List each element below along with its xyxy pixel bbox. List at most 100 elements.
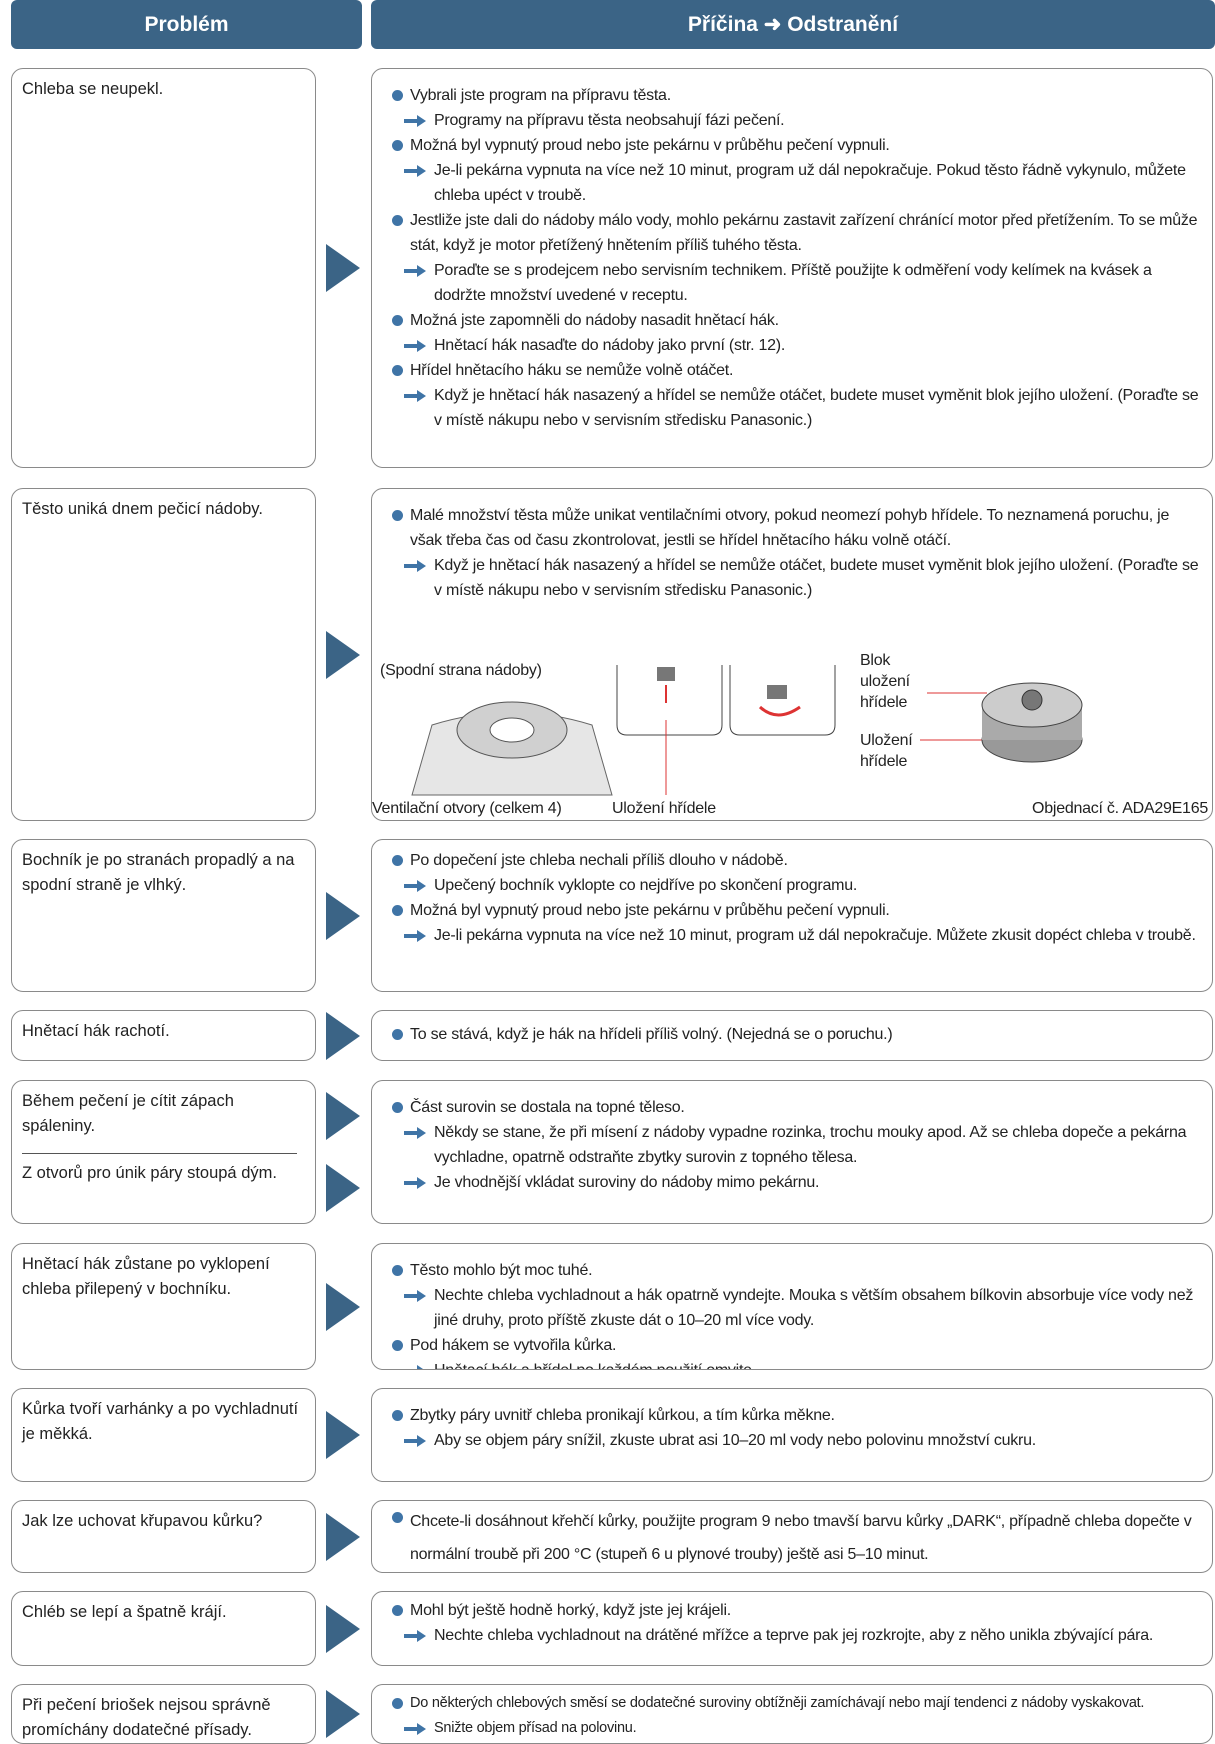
cause-box: Mohl být ještě hodně horký, když jste je… xyxy=(371,1591,1213,1666)
remedy-text: Hnětací hák nasaďte do nádoby jako první… xyxy=(434,337,786,354)
cause-box: Malé množství těsta může unikat ventilač… xyxy=(371,488,1213,821)
remedy-text: Někdy se stane, že při mísení z nádoby v… xyxy=(434,1124,1187,1166)
cause-item: Malé množství těsta může unikat ventilač… xyxy=(392,503,1200,553)
remedy-arrow xyxy=(404,1290,426,1302)
remedy-arrow xyxy=(404,1435,426,1447)
remedy-text: Hnětací hák a hřídel po každém použití o… xyxy=(434,1362,756,1369)
cause-box: Část surovin se dostala na topné těleso.… xyxy=(371,1080,1213,1224)
remedy-text: Je-li pekárna vypnuta na více než 10 min… xyxy=(434,162,1186,204)
cause-box: Do některých chlebových směsí se dodateč… xyxy=(371,1684,1213,1744)
problem-text: Těsto uniká dnem pečicí nádoby. xyxy=(22,500,263,518)
cause-item: To se stává, když je hák na hřídeli příl… xyxy=(392,1022,1200,1047)
problem-text: Jak lze uchovat křupavou kůrku? xyxy=(22,1512,263,1530)
bearing-label: Uložení hřídele xyxy=(860,732,913,770)
problem-box: Hnětací hák zůstane po vyklopení chleba … xyxy=(11,1243,316,1370)
vents-label: Ventilační otvory (celkem 4) xyxy=(372,800,562,817)
problem-text: Z otvorů pro únik páry stoupá dým. xyxy=(22,1164,277,1182)
cause-box: To se stává, když je hák na hřídeli příl… xyxy=(371,1010,1213,1061)
remedy-item: Když je hnětací hák nasazený a hřídel se… xyxy=(392,383,1200,433)
problem-box: Jak lze uchovat křupavou kůrku? xyxy=(11,1500,316,1573)
remedy-item: Je vhodnější vkládat suroviny do nádoby … xyxy=(392,1170,1200,1195)
header-problem: Problém xyxy=(11,0,362,49)
cause-item: Chcete-li dosáhnout křehčí kůrky, použij… xyxy=(392,1505,1200,1571)
figure-caption: (Spodní strana nádoby) xyxy=(380,662,542,679)
remedy-arrow xyxy=(404,1365,423,1369)
remedy-text: Upečený bochník vyklopte co nejdříve po … xyxy=(434,877,858,894)
cause-item: Jestliže jste dali do nádoby málo vody, … xyxy=(392,208,1200,258)
remedy-arrow xyxy=(404,880,426,892)
remedy-text: Nechte chleba vychladnout a hák opatrně … xyxy=(434,1287,1194,1329)
cause-item: Pod hákem se vytvořila kůrka. xyxy=(392,1333,1200,1358)
remedy-item: Když je hnětací hák nasazený a hřídel se… xyxy=(392,553,1200,603)
cause-item: Možná jste zapomněli do nádoby nasadit h… xyxy=(392,308,1200,333)
problem-box: Chléb se lepí a špatně krájí. xyxy=(11,1591,316,1666)
remedy-item: Programy na přípravu těsta neobsahují fá… xyxy=(392,108,1200,133)
cause-item: Možná byl vypnutý proud nebo jste pekárn… xyxy=(392,898,1200,923)
remedy-item: Je-li pekárna vypnuta na více než 10 min… xyxy=(392,923,1200,948)
remedy-arrow xyxy=(404,930,426,942)
row-arrow xyxy=(326,1604,360,1653)
cause-box: Po dopečení jste chleba nechali příliš d… xyxy=(371,839,1213,992)
remedy-arrow xyxy=(404,265,426,277)
cause-item: Hřídel hnětacího háku se nemůže volně ot… xyxy=(392,358,1200,383)
row-arrow xyxy=(326,1164,360,1212)
cause-item: Těsto mohlo být moc tuhé. xyxy=(392,1258,1200,1283)
remedy-item: Upečený bochník vyklopte co nejdříve po … xyxy=(392,873,1200,898)
remedy-item: Hnětací hák a hřídel po každém použití o… xyxy=(392,1358,1200,1369)
problem-box: Hnětací hák rachotí. xyxy=(11,1010,316,1061)
remedy-arrow xyxy=(404,1723,426,1735)
problem-box: Bochník je po stranách propadlý a na spo… xyxy=(11,839,316,992)
problem-box: Během pečení je cítit zápach spáleniny. Z… xyxy=(11,1080,316,1224)
remedy-text: Programy na přípravu těsta neobsahují fá… xyxy=(434,112,785,129)
cause-item: Možná byl vypnutý proud nebo jste pekárn… xyxy=(392,133,1200,158)
remedy-arrow xyxy=(404,560,426,572)
cause-item: Vybrali jste program na přípravu těsta. xyxy=(392,83,1200,108)
remedy-arrow xyxy=(404,390,426,402)
remedy-text: Snižte objem přísad na polovinu. xyxy=(434,1720,637,1736)
row-arrow xyxy=(326,1092,360,1140)
shaft-seat-label: Uložení hřídele xyxy=(612,800,716,817)
problem-box: Těsto uniká dnem pečicí nádoby. xyxy=(11,488,316,821)
remedy-item: Je-li pekárna vypnuta na více než 10 min… xyxy=(392,158,1200,208)
problem-box: Při pečení briošek nejsou správně promíc… xyxy=(11,1684,316,1744)
cause-box: Těsto mohlo být moc tuhé. Nechte chleba v… xyxy=(371,1243,1213,1370)
problem-box: Kůrka tvoří varhánky a po vychladnutí je… xyxy=(11,1388,316,1482)
remedy-arrow xyxy=(404,165,426,177)
cause-item: Zbytky páry uvnitř chleba pronikají kůrk… xyxy=(392,1403,1200,1428)
remedy-arrow xyxy=(404,1630,426,1642)
remedy-arrow xyxy=(404,340,426,352)
problem-text: Chléb se lepí a špatně krájí. xyxy=(22,1603,227,1621)
problem-text: Bochník je po stranách propadlý a na spo… xyxy=(22,851,295,894)
problem-text: Hnětací hák rachotí. xyxy=(22,1022,170,1040)
cause-box: Zbytky páry uvnitř chleba pronikají kůrk… xyxy=(371,1388,1213,1482)
problem-box: Chleba se neupekl. xyxy=(11,68,316,468)
cause-item: Do některých chlebových směsí se dodateč… xyxy=(392,1691,1200,1716)
remedy-item: Nechte chleba vychladnout na drátěné mří… xyxy=(392,1623,1200,1648)
row-arrow xyxy=(326,1411,360,1459)
remedy-item: Aby se objem páry snížil, zkuste ubrat a… xyxy=(392,1428,1200,1453)
remedy-text: Je-li pekárna vypnuta na více než 10 min… xyxy=(434,927,1196,944)
cause-box: Vybrali jste program na přípravu těsta. P… xyxy=(371,68,1213,468)
remedy-text: Je vhodnější vkládat suroviny do nádoby … xyxy=(434,1174,820,1191)
remedy-text: Aby se objem páry snížil, zkuste ubrat a… xyxy=(434,1432,1036,1449)
row-arrow xyxy=(326,891,360,940)
remedy-text: Poraďte se s prodejcem nebo servisním te… xyxy=(434,262,1152,304)
cause-item: Po dopečení jste chleba nechali příliš d… xyxy=(392,848,1200,873)
figure: (Spodní strana nádoby) Ventilační otvory … xyxy=(372,652,1209,817)
remedy-item: Poraďte se s prodejcem nebo servisním te… xyxy=(392,258,1200,308)
cause-item: Část surovin se dostala na topné těleso. xyxy=(392,1095,1200,1120)
remedy-text: Nechte chleba vychladnout na drátěné mří… xyxy=(434,1627,1154,1644)
row-arrow xyxy=(326,1282,360,1331)
problem-text: Při pečení briošek nejsou správně promíc… xyxy=(22,1696,271,1739)
remedy-item: Někdy se stane, že při mísení z nádoby v… xyxy=(392,1120,1200,1170)
cause-box: Chcete-li dosáhnout křehčí kůrky, použij… xyxy=(371,1500,1213,1573)
remedy-arrow xyxy=(404,1127,426,1139)
remedy-arrow xyxy=(404,1177,426,1189)
remedy-text: Když je hnětací hák nasazený a hřídel se… xyxy=(434,557,1199,599)
row-arrow xyxy=(326,1690,360,1738)
separator xyxy=(22,1153,297,1154)
block-label: Blok uložení hřídele xyxy=(860,652,911,711)
header-cause: Příčina ➜ Odstranění xyxy=(371,0,1215,49)
row-arrow xyxy=(326,630,360,679)
